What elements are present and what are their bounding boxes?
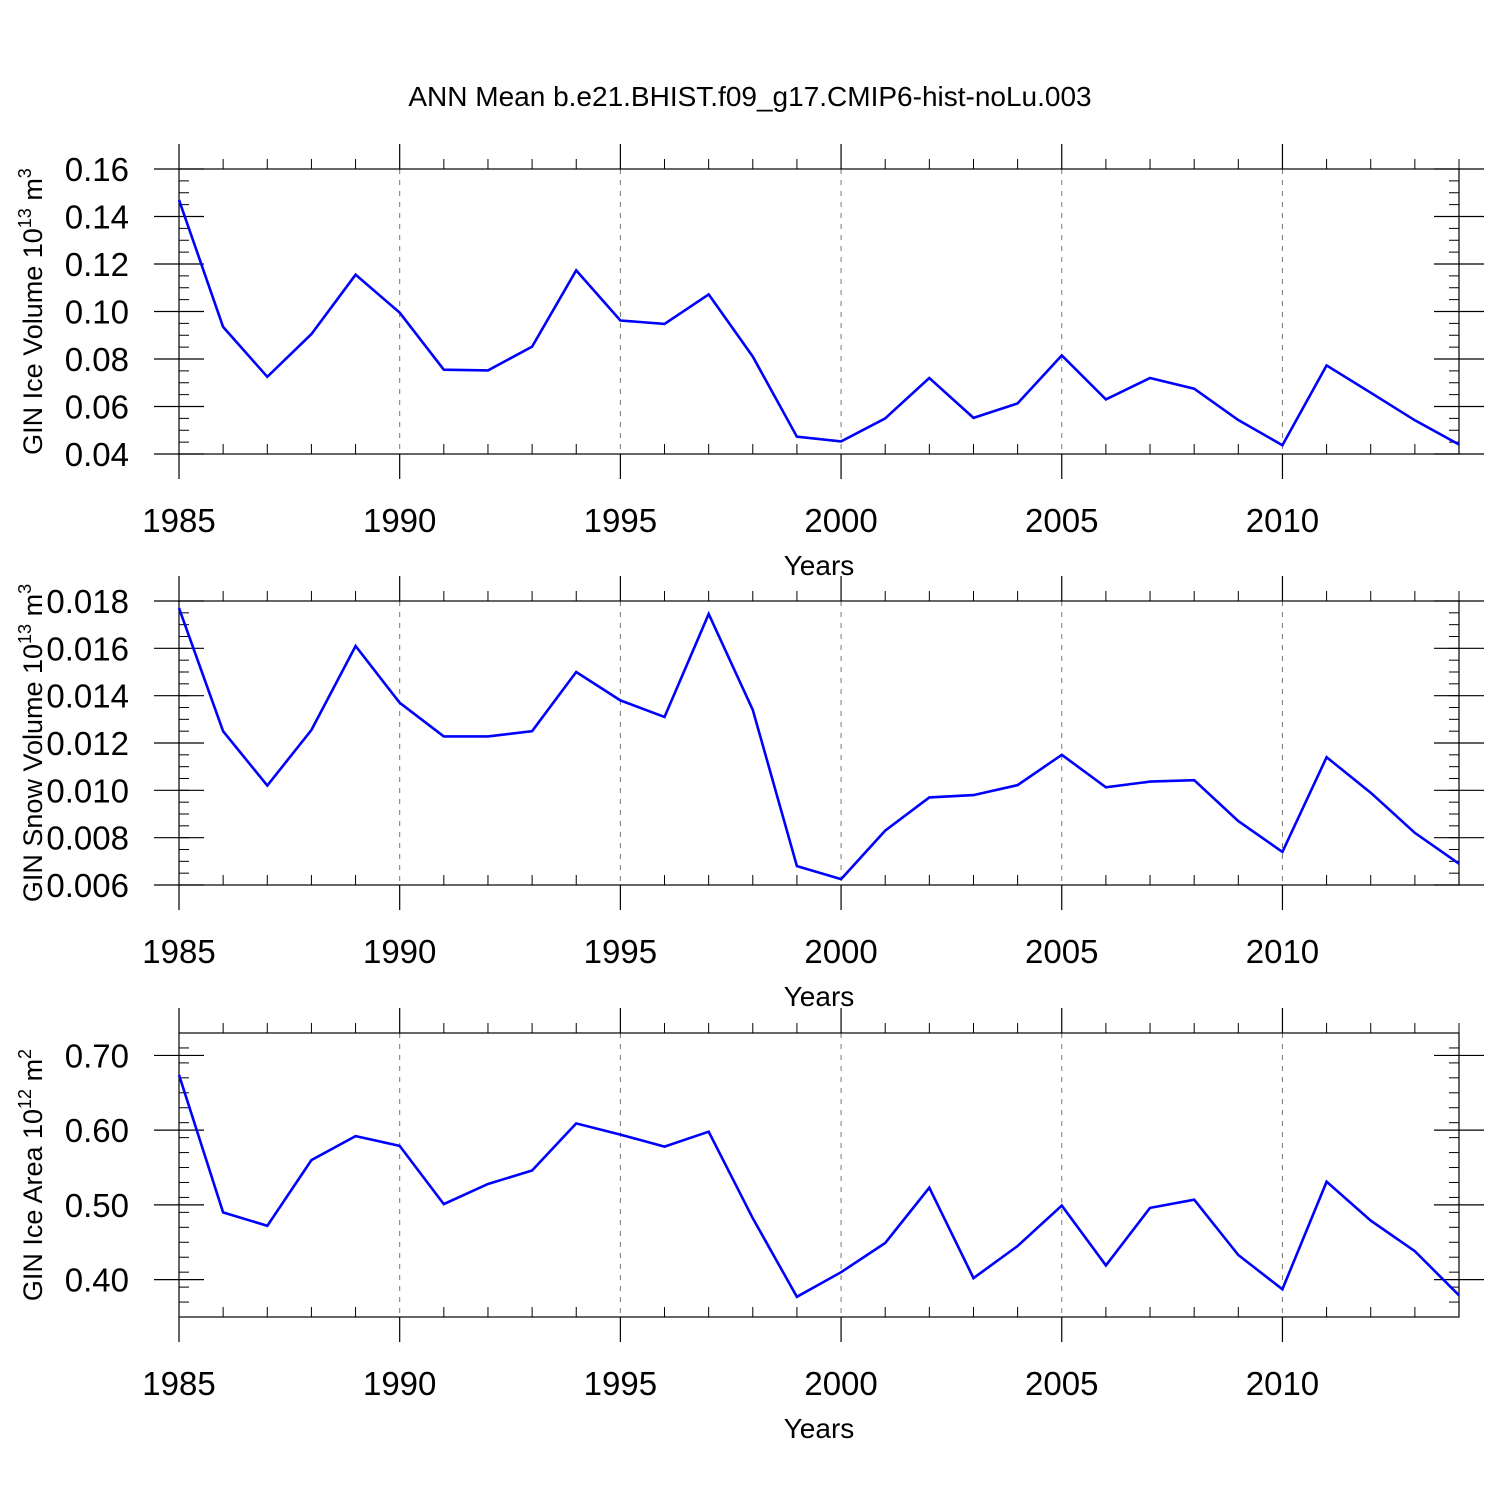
chart-panel-ice-volume: 0.04 0.06 0.08 0.10 0.12 0.14 0.16 1985 1990 1995… — [15, 144, 1484, 581]
x-tick-label: 1995 — [584, 1365, 657, 1402]
figure-title: ANN Mean b.e21.BHIST.f09_g17.CMIP6-hist-… — [408, 81, 1091, 112]
plot-frame — [178, 1032, 1460, 1318]
y-tick-label: 0.018 — [46, 583, 129, 620]
x-tick-label: 2010 — [1246, 502, 1319, 539]
y-tick-label: 0.014 — [46, 678, 129, 715]
y-tick-label: 0.06 — [65, 389, 129, 426]
x-axis-title: Years — [784, 981, 855, 1012]
y-axis-title-unit: m — [18, 178, 48, 208]
x-tick-label: 1990 — [363, 502, 436, 539]
y-tick-label: 0.16 — [65, 151, 129, 188]
y-axis-title-main: GIN Snow Volume 10 — [18, 644, 48, 902]
x-axis-title: Years — [784, 550, 855, 581]
x-tick-label: 2010 — [1246, 933, 1319, 970]
x-tick-label: 1995 — [584, 933, 657, 970]
x-tick-label: 1995 — [584, 502, 657, 539]
y-axis-title-main: GIN Ice Area 10 — [18, 1109, 48, 1301]
x-tick-label: 1985 — [142, 933, 215, 970]
y-axis-title-unit: m — [18, 594, 48, 624]
y-axis-title: GIN Ice Area 1012 m2 — [15, 1049, 48, 1301]
y-tick-label: 0.50 — [65, 1187, 129, 1224]
y-tick-label: 0.012 — [46, 725, 129, 762]
chart-panel-ice-area: 0.40 0.50 0.60 0.70 1985 1990 1995 2000 2005 2010… — [15, 1008, 1484, 1444]
x-tick-label: 1990 — [363, 1365, 436, 1402]
y-axis-title-unit-exp: 3 — [15, 168, 35, 178]
y-tick-label: 0.006 — [46, 867, 129, 904]
series-line-ice-area — [177, 1074, 1460, 1299]
y-axis-title: GIN Ice Volume 1013 m3 — [15, 168, 48, 455]
y-tick-label: 0.60 — [65, 1112, 129, 1149]
y-axis-title-main: GIN Ice Volume 10 — [18, 228, 48, 455]
y-tick-label: 0.10 — [65, 294, 129, 331]
y-axis-title-unit: m — [18, 1059, 48, 1089]
y-tick-label: 0.40 — [65, 1262, 129, 1299]
x-tick-label: 2005 — [1025, 933, 1098, 970]
x-tick-label: 1985 — [142, 502, 215, 539]
y-tick-label: 0.008 — [46, 820, 129, 857]
y-tick-label: 0.12 — [65, 246, 129, 283]
x-tick-label: 2000 — [804, 502, 877, 539]
x-tick-label: 1985 — [142, 1365, 215, 1402]
x-tick-label: 2000 — [804, 1365, 877, 1402]
y-tick-label: 0.14 — [65, 199, 129, 236]
y-tick-label: 0.016 — [46, 630, 129, 667]
chart-panel-snow-volume: 0.006 0.008 0.010 0.012 0.014 0.016 0.018 1985 1… — [15, 576, 1484, 1012]
series-line-snow-volume — [177, 607, 1460, 881]
x-tick-label: 2005 — [1025, 502, 1098, 539]
y-axis-title-unit-exp: 3 — [15, 584, 35, 594]
x-tick-label: 2010 — [1246, 1365, 1319, 1402]
y-axis-title-exp: 12 — [15, 1089, 35, 1109]
x-axis-title: Years — [784, 1413, 855, 1444]
x-tick-label: 2005 — [1025, 1365, 1098, 1402]
x-tick-label: 2000 — [804, 933, 877, 970]
x-tick-label: 1990 — [363, 933, 436, 970]
y-tick-label: 0.70 — [65, 1037, 129, 1074]
y-axis-title: GIN Snow Volume 1013 m3 — [15, 584, 48, 902]
y-tick-label: 0.08 — [65, 341, 129, 378]
y-tick-label: 0.010 — [46, 772, 129, 809]
y-axis-title-exp: 13 — [15, 208, 35, 228]
series-line-ice-volume — [177, 199, 1460, 447]
y-tick-label: 0.04 — [65, 436, 129, 473]
y-axis-title-exp: 13 — [15, 624, 35, 644]
y-axis-title-unit-exp: 2 — [15, 1049, 35, 1059]
